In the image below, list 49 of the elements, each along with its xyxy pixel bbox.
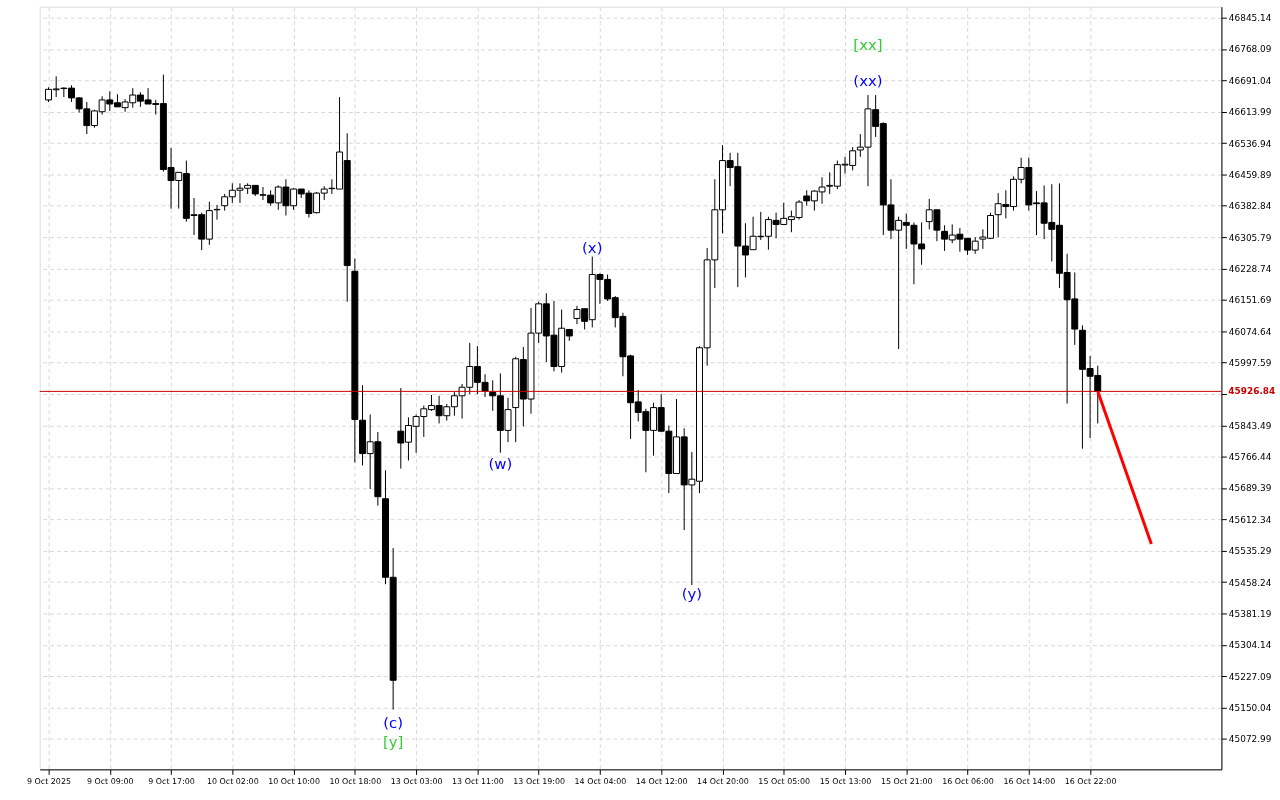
ref-line-label: 45926.84: [1228, 386, 1276, 397]
annotation: [xx]: [853, 36, 883, 55]
x-tick-label: 16 Oct 22:00: [1064, 776, 1117, 786]
annotation: [y]: [382, 733, 404, 752]
annotation: (c): [383, 714, 404, 733]
annotation: (y): [681, 584, 703, 603]
x-tick-label: 14 Oct 12:00: [635, 776, 688, 786]
y-tick-label: 46845.14: [1228, 13, 1272, 24]
x-tick-label: 9 Oct 17:00: [148, 776, 195, 786]
y-tick-label: 45612.34: [1228, 514, 1272, 525]
y-tick-label: 46305.79: [1228, 232, 1272, 243]
x-tick-label: 16 Oct 06:00: [942, 776, 994, 786]
y-tick-label: 45689.39: [1228, 483, 1272, 494]
y-tick-label: 45304.14: [1228, 640, 1272, 651]
annotation: (x): [582, 238, 603, 257]
y-tick-label: 45997.59: [1228, 358, 1272, 369]
x-tick-label: 14 Oct 04:00: [574, 776, 627, 786]
y-tick-label: 45072.99: [1228, 734, 1272, 745]
x-tick-label: 10 Oct 10:00: [268, 776, 320, 786]
y-tick-label: 46691.04: [1228, 75, 1272, 86]
y-tick-label: 46074.64: [1228, 326, 1272, 337]
x-tick-label: 13 Oct 11:00: [452, 776, 504, 786]
x-tick-label: 15 Oct 05:00: [758, 776, 811, 786]
x-tick-label: 10 Oct 02:00: [206, 776, 259, 786]
annotation: (w): [488, 454, 513, 473]
y-tick-label: 45458.24: [1228, 577, 1272, 588]
annotation: (xx): [853, 72, 883, 91]
x-tick-label: 15 Oct 13:00: [819, 776, 872, 786]
x-tick-label: 13 Oct 03:00: [390, 776, 443, 786]
y-tick-label: 46151.69: [1228, 295, 1272, 306]
y-tick-label: 46613.99: [1228, 107, 1272, 118]
x-tick-label: 13 Oct 19:00: [513, 776, 566, 786]
y-tick-label: 45766.44: [1228, 452, 1272, 463]
y-tick-label: 46459.89: [1228, 169, 1272, 180]
y-tick-label: 45843.49: [1228, 420, 1272, 431]
x-tick-label: 9 Oct 2025: [27, 776, 72, 786]
y-tick-label: 45227.09: [1228, 671, 1272, 682]
x-tick-label: 10 Oct 18:00: [329, 776, 382, 786]
x-tick-label: 16 Oct 14:00: [1003, 776, 1056, 786]
x-tick-label: 15 Oct 21:00: [880, 776, 933, 786]
x-tick-label: 9 Oct 09:00: [86, 776, 134, 786]
y-tick-label: 46382.84: [1228, 201, 1272, 212]
y-tick-label: 46768.09: [1228, 44, 1272, 55]
y-tick-label: 45150.04: [1228, 702, 1272, 713]
x-tick-label: 14 Oct 20:00: [697, 776, 749, 786]
y-tick-label: 46228.74: [1228, 263, 1272, 274]
y-tick-label: 45381.19: [1228, 608, 1272, 619]
y-tick-label: 45535.29: [1228, 546, 1272, 557]
y-tick-label: 46536.94: [1228, 138, 1272, 149]
